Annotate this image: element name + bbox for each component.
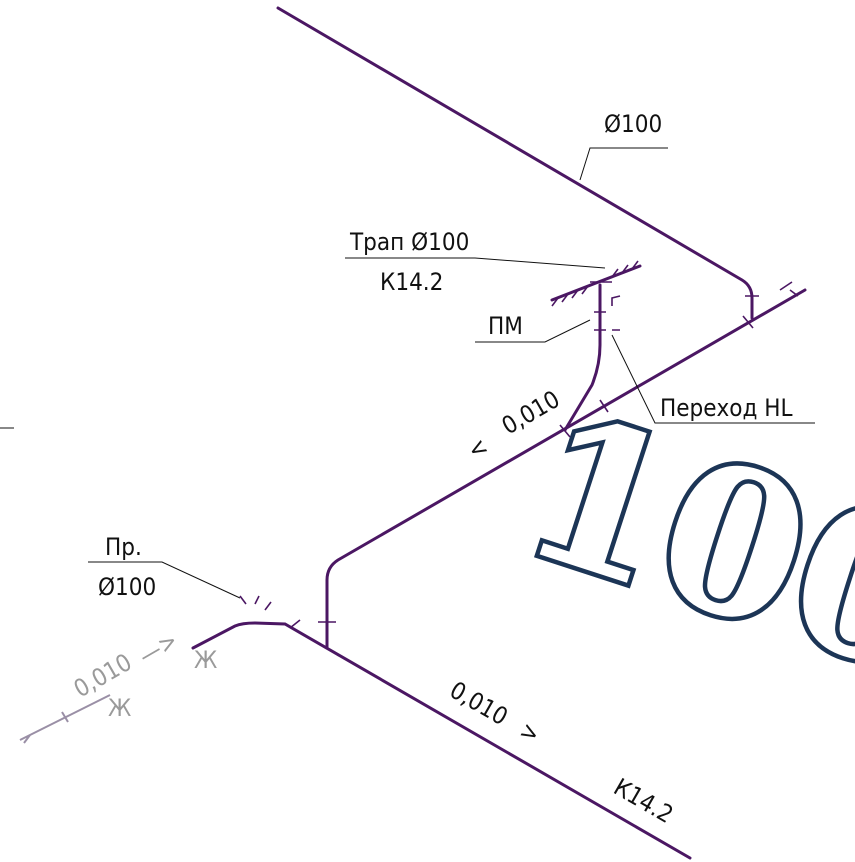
pipe-faded	[20, 695, 110, 743]
label: Ø100	[604, 110, 662, 138]
slope-arrow: —>	[134, 626, 182, 670]
trap-surface	[552, 266, 640, 300]
leader-riser	[580, 148, 668, 180]
label: ПМ	[488, 312, 523, 340]
label: Трап Ø100	[349, 228, 469, 256]
diagram: 100 Ø100 Трап Ø100 К14.2 ПМ Переход HL 0…	[0, 0, 855, 862]
leader-trap	[345, 258, 605, 268]
slope-arrow: <	[463, 432, 493, 465]
label: Ø100	[98, 573, 156, 601]
fittings	[590, 282, 620, 330]
marker: Ж	[108, 694, 131, 722]
slope-arrow: >	[515, 716, 545, 749]
marker: Ж	[194, 646, 217, 674]
page: Isometric drainage diagram {"labels": { …	[0, 0, 855, 862]
body: 100 Ø100 Трап Ø100 К14.2 ПМ Переход HL 0…	[0, 0, 855, 862]
pipe-riser-top	[278, 8, 752, 318]
label: К14.2	[380, 268, 443, 296]
label: Пр.	[105, 533, 142, 561]
pipe-main-lower	[193, 623, 690, 858]
label: К14.2	[609, 773, 678, 829]
label: Переход HL	[660, 394, 793, 422]
